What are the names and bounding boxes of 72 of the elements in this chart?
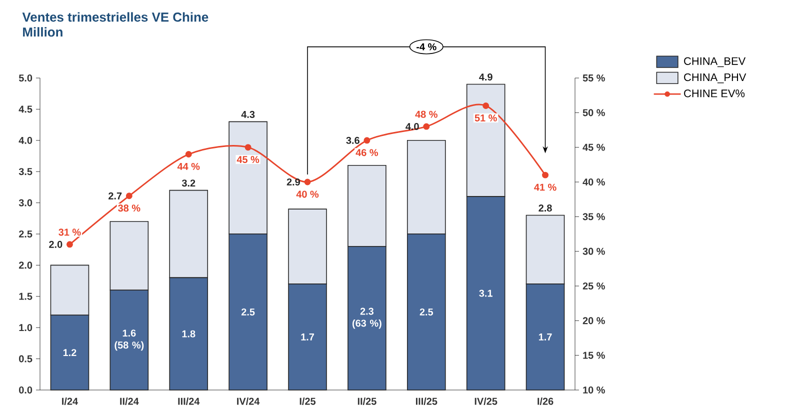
data-label: 38 % bbox=[118, 204, 140, 212]
legend-label: CHINA_BEV bbox=[684, 57, 746, 68]
point bbox=[364, 137, 370, 144]
point bbox=[304, 178, 311, 186]
y2-tick-label: 35 % bbox=[582, 213, 605, 220]
data-label: 51 % bbox=[474, 114, 497, 122]
data-label: 1.2 bbox=[63, 349, 76, 356]
y-tick-label: 4.0 bbox=[18, 136, 32, 144]
x-tick-label: I/25 bbox=[300, 398, 316, 405]
x-tick-label: IV/24 bbox=[237, 398, 260, 405]
data-label: 1.6 (58 %) bbox=[114, 330, 144, 351]
legend-label: CHINA_PHV bbox=[684, 73, 746, 84]
y-tick-label: 4.5 bbox=[18, 106, 32, 113]
data-label: 44 % bbox=[177, 162, 200, 170]
y2-tick-label: 40 % bbox=[582, 178, 605, 186]
point bbox=[244, 144, 252, 151]
y-tick-label: 3.0 bbox=[18, 199, 32, 206]
total-label: 3.2 bbox=[182, 180, 196, 187]
y-tick-label: 3.5 bbox=[18, 168, 32, 176]
y2-tick-label: 30 % bbox=[582, 248, 605, 255]
y-tick-label: 1.5 bbox=[19, 292, 32, 300]
data-label: 1.7 bbox=[538, 334, 552, 340]
data-label: 46 % bbox=[356, 149, 378, 156]
text: -4 % bbox=[416, 43, 436, 50]
total-label: 4.9 bbox=[479, 74, 492, 81]
y2-tick-label: 55 % bbox=[582, 74, 605, 82]
total-label: 4.0 bbox=[406, 123, 419, 130]
chart-title: Ventes trimestrielles VE Chine bbox=[22, 12, 208, 22]
point bbox=[423, 123, 430, 130]
data-label: 41 % bbox=[534, 184, 556, 191]
data-label: 2.5 bbox=[241, 308, 255, 316]
y-tick-label: 1.0 bbox=[19, 324, 32, 332]
data-label: 1.8 bbox=[182, 330, 196, 338]
y-tick-label: 2.5 bbox=[18, 230, 32, 238]
x-tick-label: IV/25 bbox=[474, 398, 498, 405]
y2-tick-label: 10 % bbox=[583, 386, 605, 394]
total-label: 2.7 bbox=[108, 192, 122, 200]
total-label: 2.9 bbox=[286, 178, 300, 186]
data-label: 40 % bbox=[296, 190, 319, 198]
data-label: 3.1 bbox=[479, 290, 492, 297]
data-label: 2.5 bbox=[420, 308, 434, 316]
point bbox=[482, 102, 490, 109]
x-tick-label: I/26 bbox=[538, 398, 554, 405]
total-label: 4.3 bbox=[241, 110, 255, 118]
y2-tick-label: 45 % bbox=[582, 144, 605, 151]
point bbox=[66, 241, 73, 248]
data-label: 48 % bbox=[415, 110, 438, 118]
total-label: 2.0 bbox=[49, 240, 62, 248]
chart-subtitle: Million bbox=[23, 27, 62, 37]
x-tick-label: II/25 bbox=[358, 398, 376, 405]
y-tick-label: 0.0 bbox=[19, 386, 32, 394]
x-tick-label: III/24 bbox=[178, 398, 200, 405]
data-label: 45 % bbox=[236, 156, 260, 164]
y2-tick-label: 50 % bbox=[582, 109, 605, 116]
x-tick-label: I/24 bbox=[62, 398, 78, 405]
point bbox=[185, 151, 192, 158]
y2-tick-label: 25 % bbox=[582, 282, 605, 290]
point bbox=[126, 192, 132, 200]
data-label: 31 % bbox=[58, 228, 81, 236]
total-label: 2.8 bbox=[538, 204, 552, 212]
y2-tick-label: 20 % bbox=[582, 317, 605, 324]
data-label: 1.7 bbox=[301, 334, 314, 340]
y2-tick-label: 15 % bbox=[583, 352, 605, 359]
y-tick-label: 2.0 bbox=[18, 262, 32, 269]
y-tick-label: 5.0 bbox=[18, 74, 32, 82]
legend-label: CHINE EV% bbox=[684, 90, 745, 98]
data-label: 2.3 (63 %) bbox=[352, 308, 382, 329]
x-tick-label: III/25 bbox=[416, 398, 438, 405]
x-tick-label: II/24 bbox=[120, 398, 139, 405]
y-tick-label: 0.5 bbox=[19, 355, 32, 362]
point bbox=[542, 172, 549, 178]
total-label: 3.6 bbox=[346, 136, 360, 144]
